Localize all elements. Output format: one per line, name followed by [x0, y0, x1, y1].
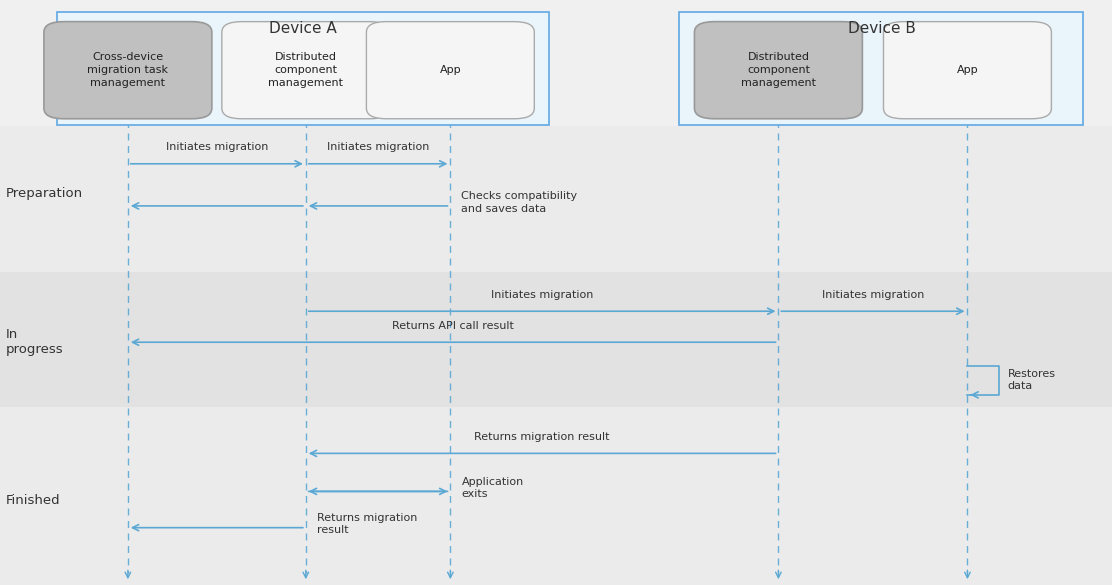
Text: Application
exits: Application exits — [461, 477, 524, 499]
Text: Cross-device
migration task
management: Cross-device migration task management — [88, 53, 168, 88]
Text: Device A: Device A — [269, 20, 336, 36]
FancyBboxPatch shape — [222, 22, 389, 119]
Text: Device B: Device B — [847, 20, 916, 36]
Text: Returns migration
result: Returns migration result — [317, 513, 417, 535]
Text: Initiates migration: Initiates migration — [327, 142, 429, 152]
FancyBboxPatch shape — [0, 407, 1112, 585]
FancyBboxPatch shape — [0, 126, 1112, 272]
FancyBboxPatch shape — [679, 12, 1083, 125]
FancyBboxPatch shape — [694, 22, 862, 119]
Text: In
progress: In progress — [6, 328, 63, 356]
Text: Distributed
component
management: Distributed component management — [268, 53, 344, 88]
Text: Returns migration result: Returns migration result — [475, 432, 609, 442]
FancyBboxPatch shape — [0, 272, 1112, 407]
Text: Preparation: Preparation — [6, 187, 82, 199]
Text: Initiates migration: Initiates migration — [490, 290, 594, 300]
FancyBboxPatch shape — [883, 22, 1051, 119]
Text: Distributed
component
management: Distributed component management — [741, 53, 816, 88]
Text: Finished: Finished — [6, 494, 60, 507]
Text: Checks compatibility
and saves data: Checks compatibility and saves data — [461, 191, 577, 214]
Text: Initiates migration: Initiates migration — [166, 142, 268, 152]
Text: Returns API call result: Returns API call result — [393, 321, 514, 331]
Text: Restores
data: Restores data — [1007, 369, 1055, 391]
Text: App: App — [956, 65, 979, 75]
FancyBboxPatch shape — [57, 12, 549, 125]
Text: App: App — [439, 65, 461, 75]
FancyBboxPatch shape — [44, 22, 211, 119]
FancyBboxPatch shape — [366, 22, 534, 119]
Text: Initiates migration: Initiates migration — [822, 290, 924, 300]
